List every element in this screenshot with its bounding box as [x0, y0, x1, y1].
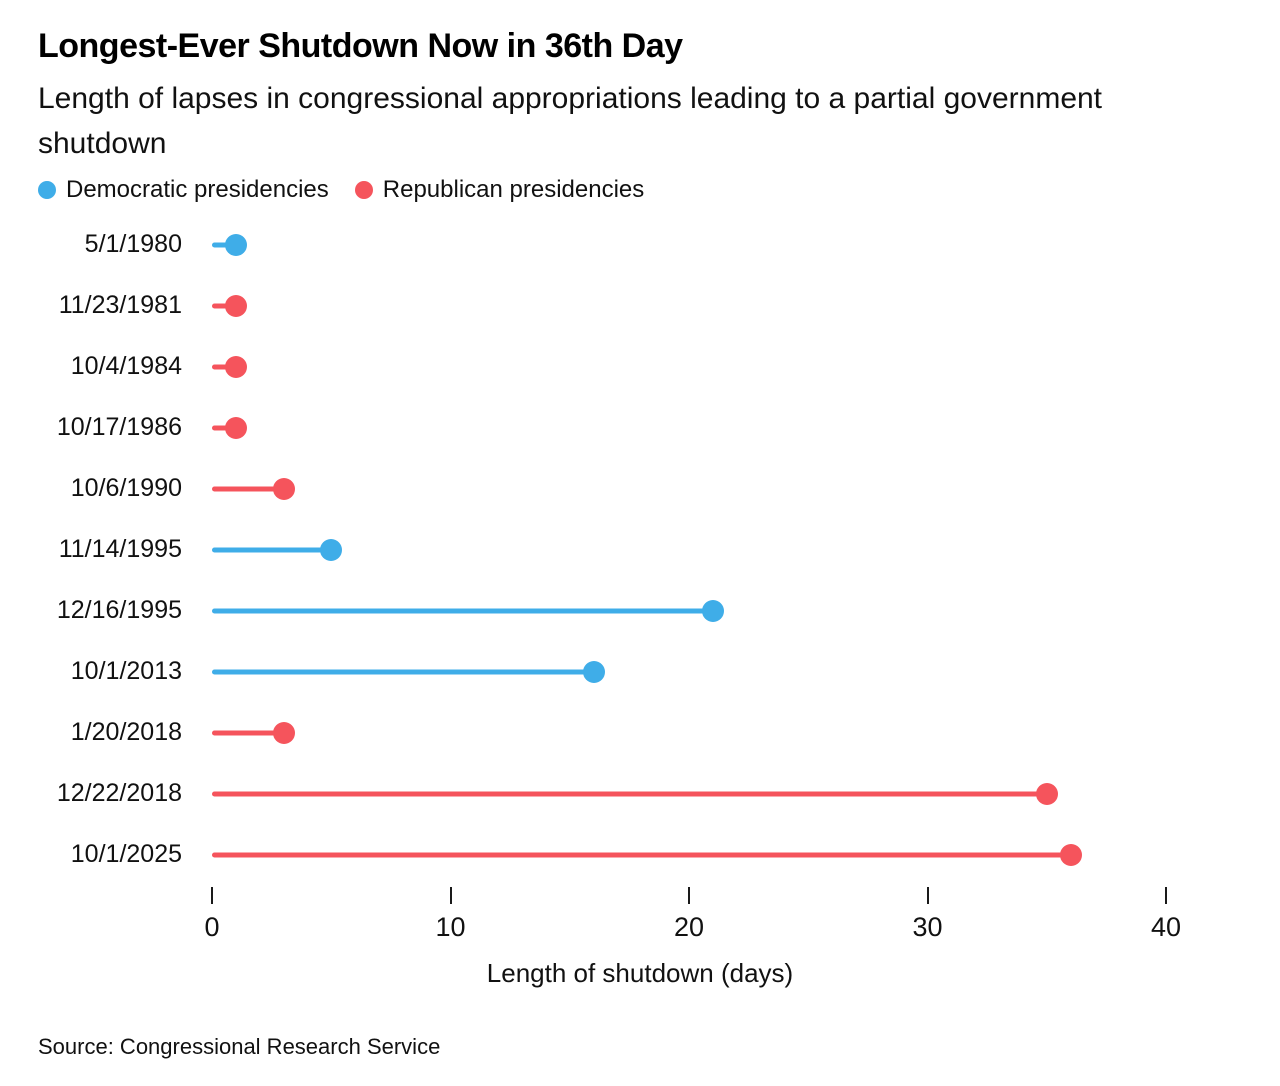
chart-subtitle: Length of lapses in congressional approp… [38, 82, 1103, 160]
lollipop-row: 10/1/2025 [0, 824, 1280, 885]
lollipop-row: 11/14/1995 [0, 519, 1280, 580]
row-plot-area [212, 641, 1280, 702]
lollipop-stem [212, 364, 236, 369]
chart-rows: 5/1/1980 11/23/1981 10/4/1984 10/17/1986 10/… [0, 214, 1280, 885]
legend-item-democratic: Democratic presidencies [38, 176, 329, 204]
row-plot-area [212, 214, 1280, 275]
row-date-label: 5/1/1980 [84, 230, 182, 258]
axis-tick-mark [926, 887, 929, 904]
lollipop-dot [320, 538, 343, 561]
row-date-label: 12/22/2018 [56, 779, 182, 807]
lollipop-dot [224, 355, 247, 378]
lollipop-dot [701, 599, 724, 622]
lollipop-dot [224, 294, 247, 317]
lollipop-stem [212, 608, 713, 613]
row-date-label: 11/23/1981 [58, 291, 182, 319]
row-plot-area [212, 702, 1280, 763]
axis-tick-label: 20 [673, 912, 705, 942]
row-plot-area [212, 275, 1280, 336]
row-date-label: 10/4/1984 [70, 352, 182, 380]
legend-item-republican: Republican presidencies [354, 176, 645, 204]
legend: Democratic presidencies Republican presi… [38, 174, 1280, 206]
lollipop-row: 12/16/1995 [0, 580, 1280, 641]
lollipop-row: 12/22/2018 [0, 763, 1280, 824]
lollipop-stem [212, 242, 236, 247]
lollipop-stem [212, 303, 236, 308]
chart-title: Longest-Ever Shutdown Now in 36th Day [38, 27, 683, 65]
lollipop-stem [212, 425, 236, 430]
row-plot-area [212, 458, 1280, 519]
lollipop-dot [272, 477, 295, 500]
row-plot-area [212, 336, 1280, 397]
legend-label-democratic: Democratic presidencies [66, 176, 329, 203]
lollipop-dot [224, 416, 247, 439]
lollipop-chart: 5/1/1980 11/23/1981 10/4/1984 10/17/1986 10/… [0, 214, 1280, 989]
row-date-label: 10/17/1986 [56, 413, 182, 441]
lollipop-stem [212, 730, 284, 735]
axis-tick-mark [1165, 887, 1167, 904]
lollipop-row: 10/17/1986 [0, 397, 1280, 458]
lollipop-row: 10/1/2013 [0, 641, 1280, 702]
row-plot-area [212, 824, 1280, 885]
legend-label-republican: Republican presidencies [382, 176, 645, 203]
lollipop-stem [212, 547, 332, 552]
row-plot-area [212, 763, 1280, 824]
lollipop-row: 5/1/1980 [0, 214, 1280, 275]
axis-tick-mark [688, 887, 690, 904]
axis-tick-label: 30 [912, 912, 943, 942]
row-date-label: 11/14/1995 [58, 535, 182, 563]
chart-page: Longest-Ever Shutdown Now in 36th Day Le… [0, 27, 1280, 1059]
lollipop-dot [1035, 782, 1058, 805]
row-plot-area [212, 580, 1280, 641]
source-note: Source: Congressional Research Service [38, 1034, 441, 1059]
lollipop-row: 1/20/2018 [0, 702, 1280, 763]
lollipop-row: 10/4/1984 [0, 336, 1280, 397]
lollipop-stem [212, 486, 284, 491]
lollipop-dot [224, 233, 247, 256]
row-plot-area [212, 397, 1280, 458]
x-axis-title: Length of shutdown (days) [486, 958, 794, 988]
lollipop-stem [212, 669, 594, 674]
lollipop-dot [582, 660, 605, 683]
axis-tick-mark [449, 887, 452, 904]
axis-tick-label: 40 [1150, 912, 1182, 942]
row-plot-area [212, 519, 1280, 580]
democratic-dot-icon [38, 181, 56, 199]
axis-tick-mark [211, 887, 213, 904]
x-axis-tick-labels: 0 10 20 30 40 [204, 912, 1280, 944]
republican-dot-icon [354, 181, 373, 199]
lollipop-dot [272, 721, 295, 744]
row-date-label: 10/1/2025 [70, 840, 182, 868]
x-axis: 0 10 20 30 40 [204, 887, 1280, 944]
lollipop-dot [1059, 843, 1082, 866]
row-date-label: 12/16/1995 [56, 596, 182, 624]
row-date-label: 10/6/1990 [70, 474, 182, 502]
lollipop-stem [212, 791, 1047, 796]
axis-tick-label: 0 [204, 912, 220, 942]
lollipop-row: 11/23/1981 [0, 275, 1280, 336]
lollipop-row: 10/6/1990 [0, 458, 1280, 519]
axis-tick-label: 10 [435, 912, 466, 942]
row-date-label: 1/20/2018 [70, 718, 182, 746]
lollipop-stem [212, 852, 1071, 857]
row-date-label: 10/1/2013 [70, 657, 182, 685]
x-axis-ticks [211, 887, 1280, 904]
